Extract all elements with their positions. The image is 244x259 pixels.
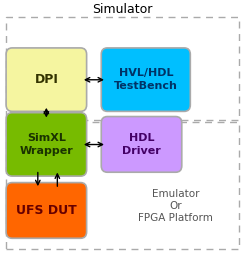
Text: HVL/HDL
TestBench: HVL/HDL TestBench	[114, 68, 178, 91]
FancyBboxPatch shape	[6, 113, 87, 176]
Text: Simulator: Simulator	[92, 3, 152, 16]
Bar	[6, 17, 239, 120]
Text: DPI: DPI	[34, 73, 58, 86]
FancyBboxPatch shape	[6, 183, 87, 238]
Bar	[6, 122, 239, 249]
FancyBboxPatch shape	[101, 48, 190, 111]
Text: SimXL
Wrapper: SimXL Wrapper	[20, 133, 73, 156]
FancyBboxPatch shape	[101, 117, 182, 172]
Text: Emulator
Or
FPGA Platform: Emulator Or FPGA Platform	[138, 189, 213, 222]
FancyBboxPatch shape	[6, 48, 87, 111]
Text: HDL
Driver: HDL Driver	[122, 133, 161, 156]
Text: UFS DUT: UFS DUT	[16, 204, 77, 217]
